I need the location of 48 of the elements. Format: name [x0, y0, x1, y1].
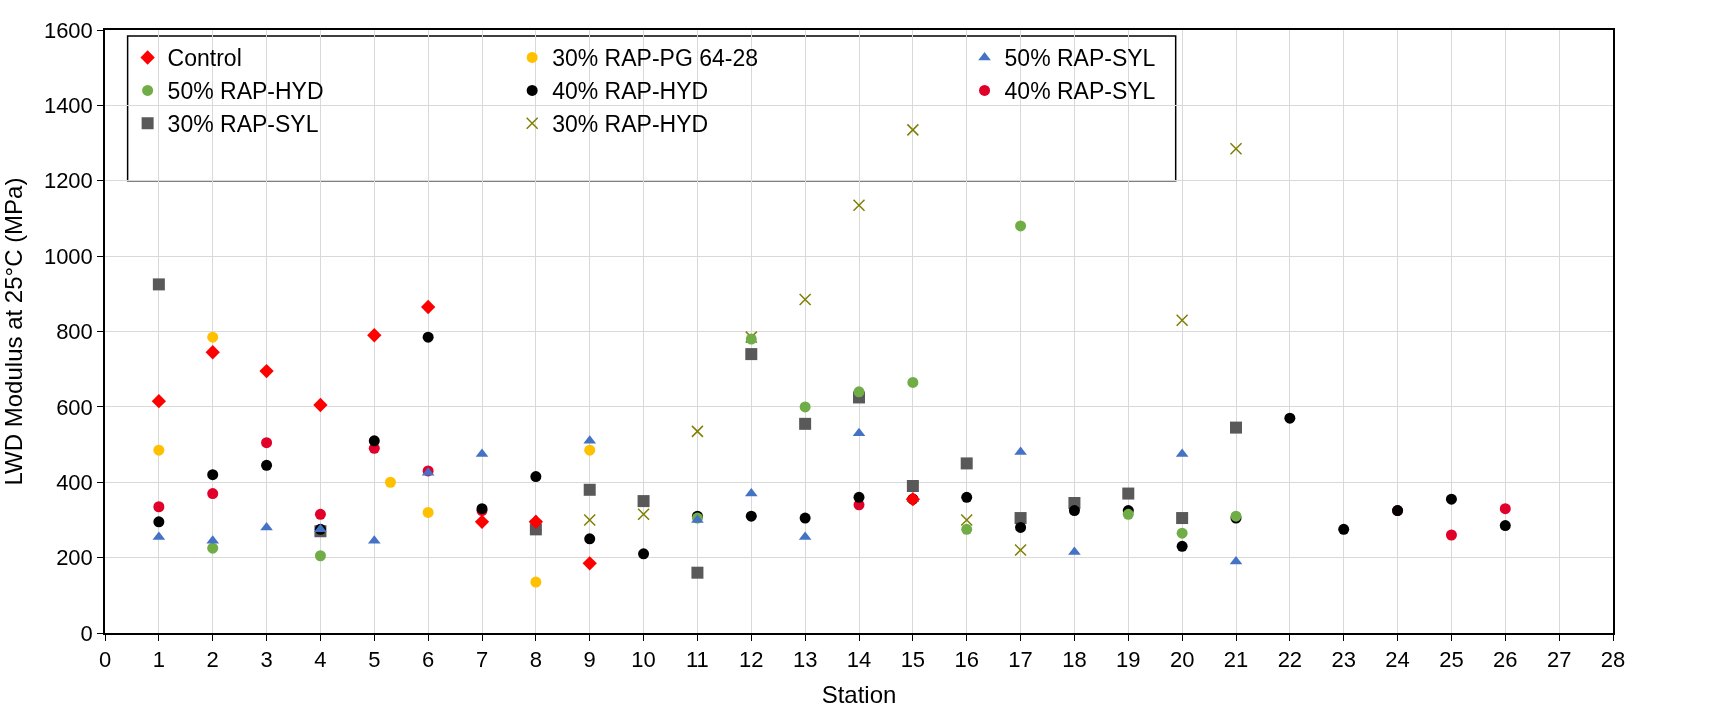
x-tick-label: 0: [98, 647, 112, 673]
x-tick-label: 3: [260, 647, 273, 673]
x-tick-label: 5: [368, 647, 381, 673]
x-tick-label: 7: [475, 647, 489, 673]
x-tick-label: 21: [1223, 647, 1249, 673]
x-tick-label: 24: [1385, 647, 1410, 673]
legend-label: 30% RAP-HYD: [552, 111, 709, 138]
x-tick-label: 17: [1008, 647, 1033, 673]
legend-label: Control: [167, 45, 242, 72]
x-axis-title: Station: [821, 680, 897, 708]
x-tick-label: 22: [1277, 647, 1303, 673]
x-tick-label: 2: [206, 647, 219, 673]
x-tick-label: 27: [1546, 647, 1572, 673]
legend-label: 30% RAP-PG 64-28: [552, 45, 758, 72]
y-tick-label: 1200: [43, 168, 93, 194]
x-tick-label: 1: [152, 647, 165, 673]
x-tick-label: 20: [1169, 647, 1195, 673]
x-tick-label: 10: [631, 647, 656, 673]
x-tick-label: 12: [739, 647, 764, 673]
y-tick-label: 600: [56, 394, 93, 420]
y-tick-label: 800: [56, 319, 93, 345]
x-tick-label: 9: [583, 647, 596, 673]
legend-label: 40% RAP-HYD: [552, 78, 709, 105]
x-tick-label: 18: [1062, 647, 1087, 673]
x-tick-label: 23: [1331, 647, 1356, 673]
legend-label: 40% RAP-SYL: [1004, 78, 1156, 105]
x-tick-label: 25: [1439, 647, 1464, 673]
y-tick-label: 200: [56, 545, 93, 571]
x-tick-label: 28: [1600, 647, 1626, 673]
y-tick-label: 1400: [43, 93, 93, 119]
x-tick-label: 19: [1116, 647, 1141, 673]
x-tick-label: 16: [954, 647, 979, 673]
x-tick-label: 15: [900, 647, 926, 673]
x-tick-label: 11: [686, 647, 709, 673]
x-tick-label: 4: [314, 647, 327, 673]
y-tick-label: 1600: [43, 17, 93, 43]
y-tick-label: 400: [56, 469, 93, 495]
x-tick-label: 8: [529, 647, 542, 673]
y-axis-title: LWD Modulus at 25°C (MPa): [0, 177, 27, 486]
legend-label: 30% RAP-SYL: [167, 111, 319, 138]
x-tick-label: 26: [1493, 647, 1518, 673]
legend-label: 50% RAP-SYL: [1004, 45, 1156, 72]
x-tick-label: 6: [422, 647, 435, 673]
y-tick-label: 0: [80, 620, 93, 646]
legend-label: 50% RAP-HYD: [167, 78, 324, 105]
y-tick-label: 1000: [43, 243, 93, 269]
x-tick-label: 14: [846, 647, 872, 673]
x-tick-label: 13: [792, 647, 818, 673]
